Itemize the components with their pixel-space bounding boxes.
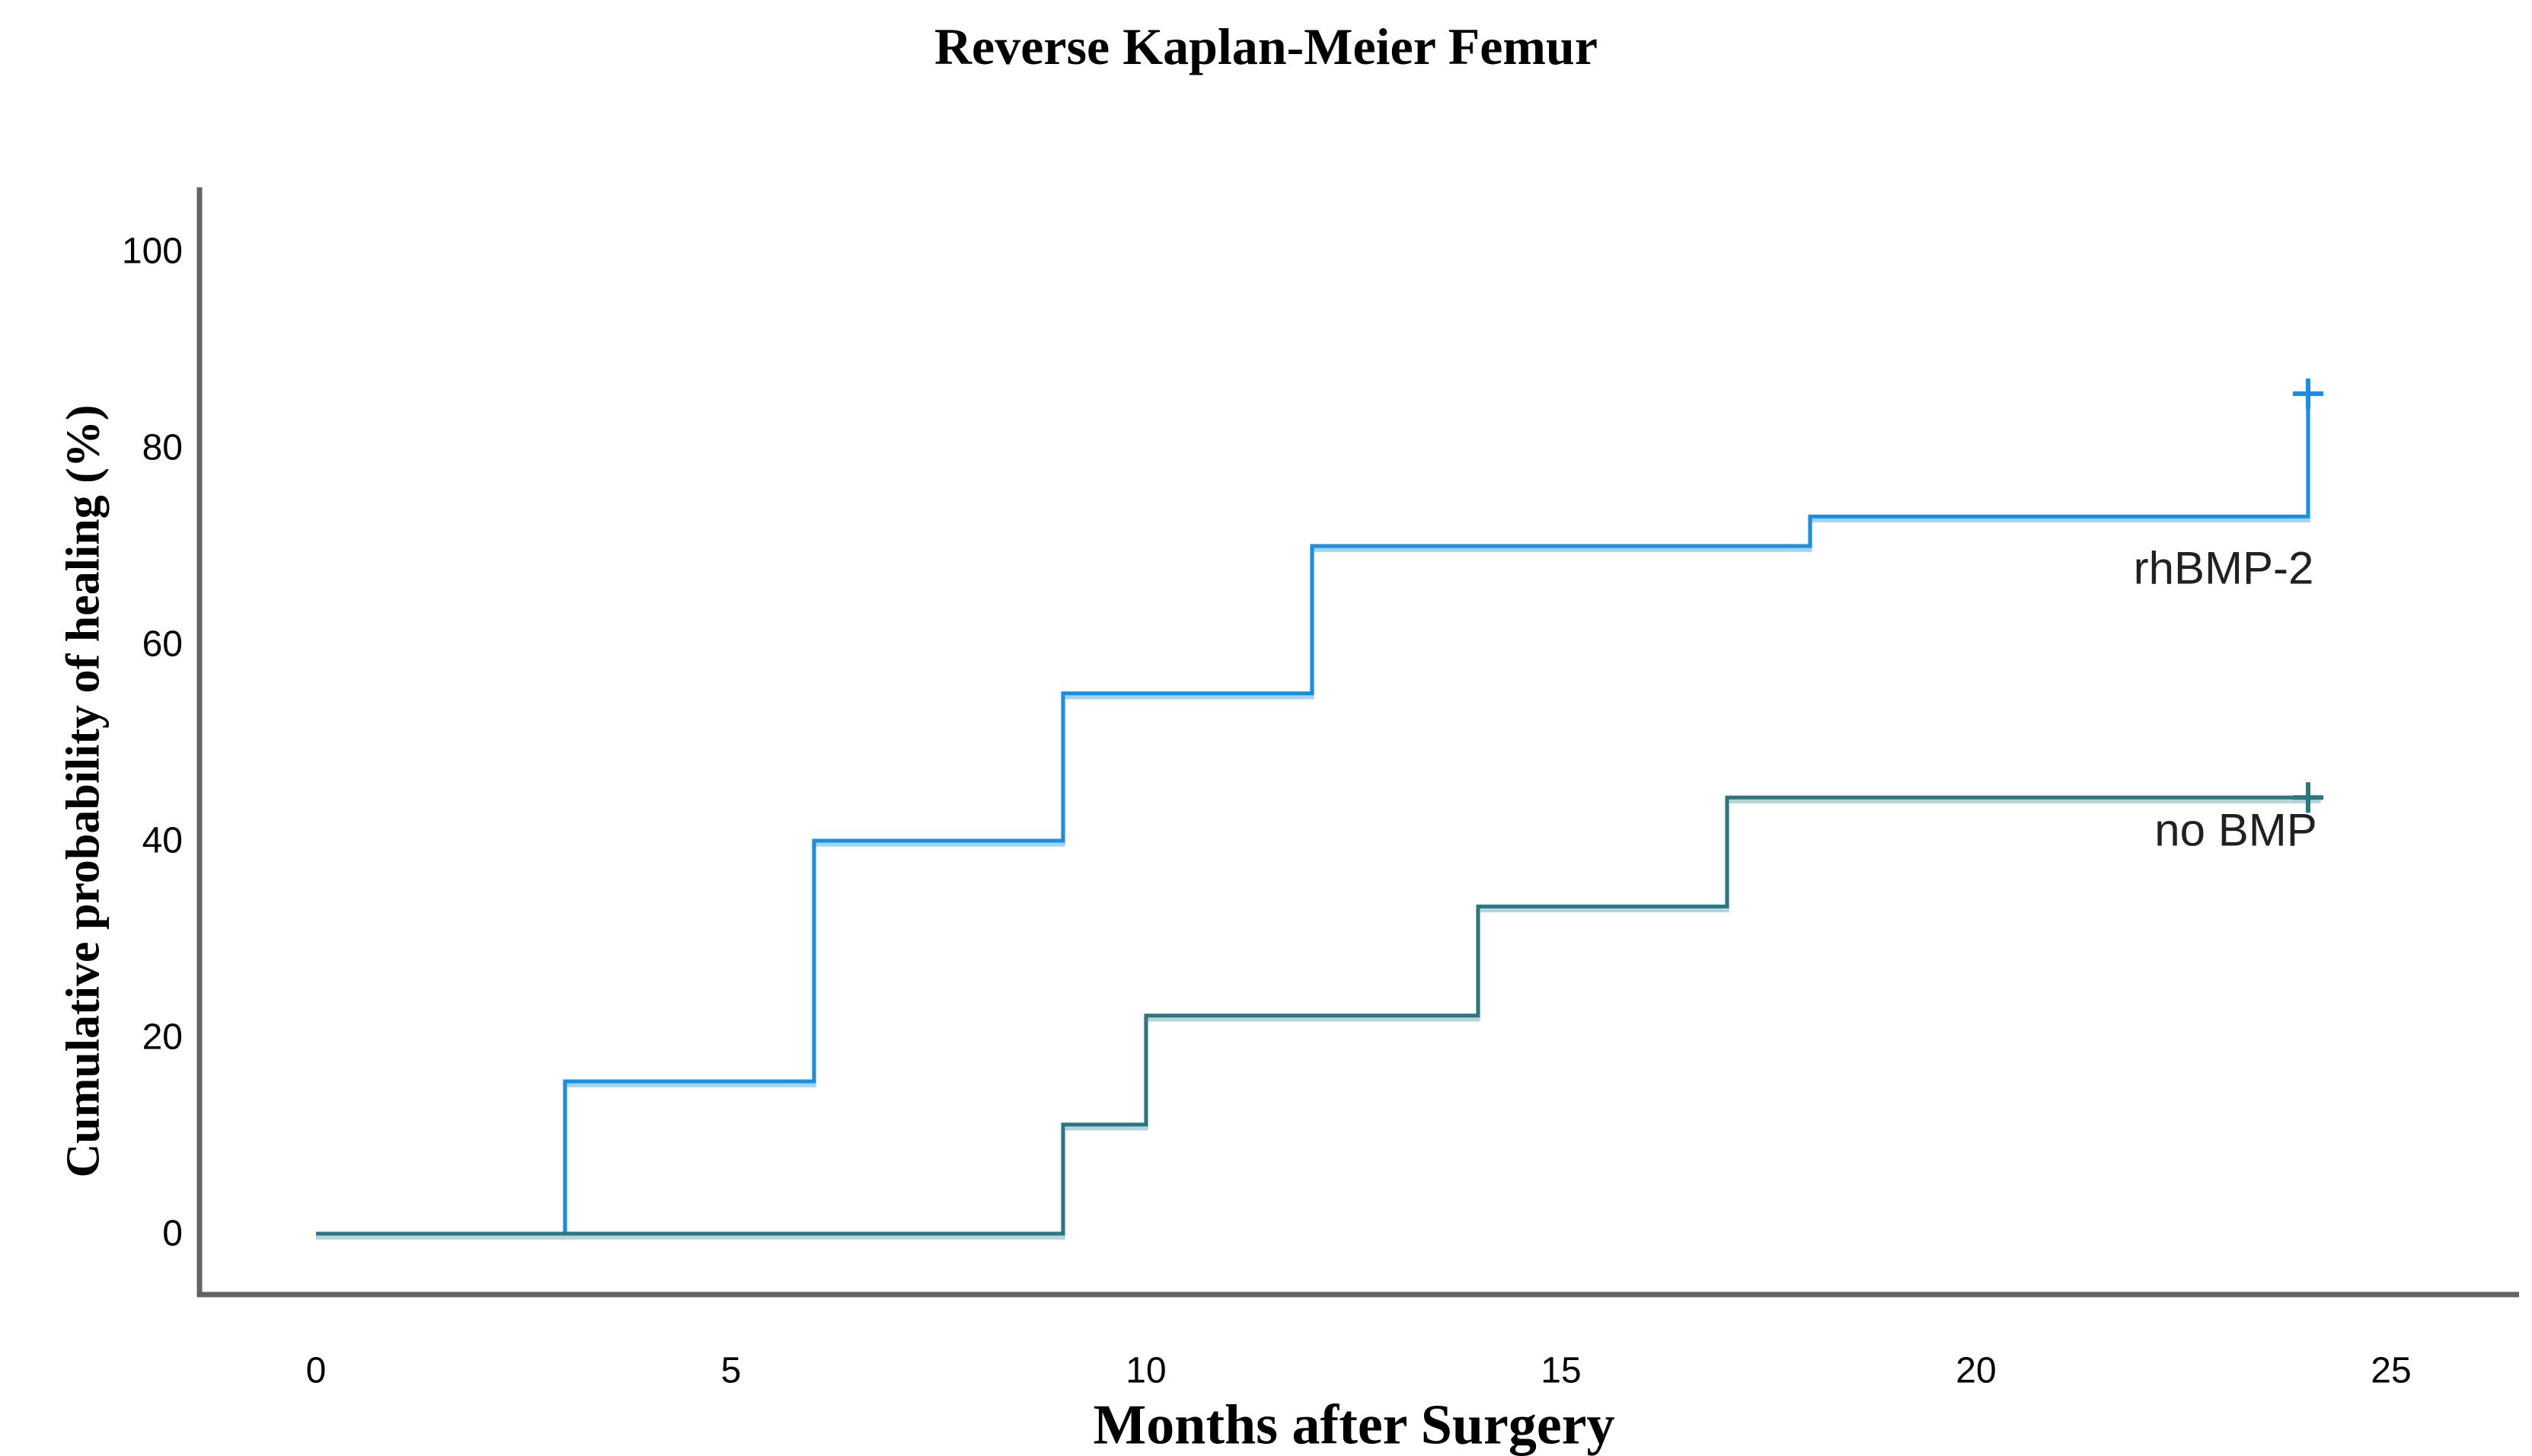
- y-tick-label: 100: [122, 231, 183, 272]
- y-tick-label: 0: [162, 1214, 183, 1254]
- y-tick-label: 40: [142, 821, 183, 861]
- x-tick-label: 25: [2371, 1351, 2411, 1391]
- x-tick-label: 15: [1541, 1351, 1581, 1391]
- series-halo-rhbmp-2: [316, 398, 2310, 1240]
- series-line-rhbmp-2: [316, 394, 2310, 1236]
- y-tick-label: 80: [142, 428, 183, 468]
- series-label-no-bmp: no BMP: [2154, 805, 2316, 856]
- x-tick-label: 5: [721, 1351, 742, 1391]
- y-tick-label: 20: [142, 1017, 183, 1058]
- x-axis-title: Months after Surgery: [1093, 1394, 1615, 1456]
- series-label-rhbmp-2: rhBMP-2: [2134, 543, 2314, 594]
- series-halo-no-bmp: [316, 799, 2321, 1240]
- x-tick-label: 10: [1126, 1351, 1166, 1391]
- x-tick-label: 20: [1956, 1351, 1996, 1391]
- x-tick-label: 0: [306, 1351, 327, 1391]
- chart-title: Reverse Kaplan-Meier Femur: [934, 18, 1598, 75]
- y-tick-label: 60: [142, 624, 183, 665]
- series-line-no-bmp: [316, 795, 2321, 1236]
